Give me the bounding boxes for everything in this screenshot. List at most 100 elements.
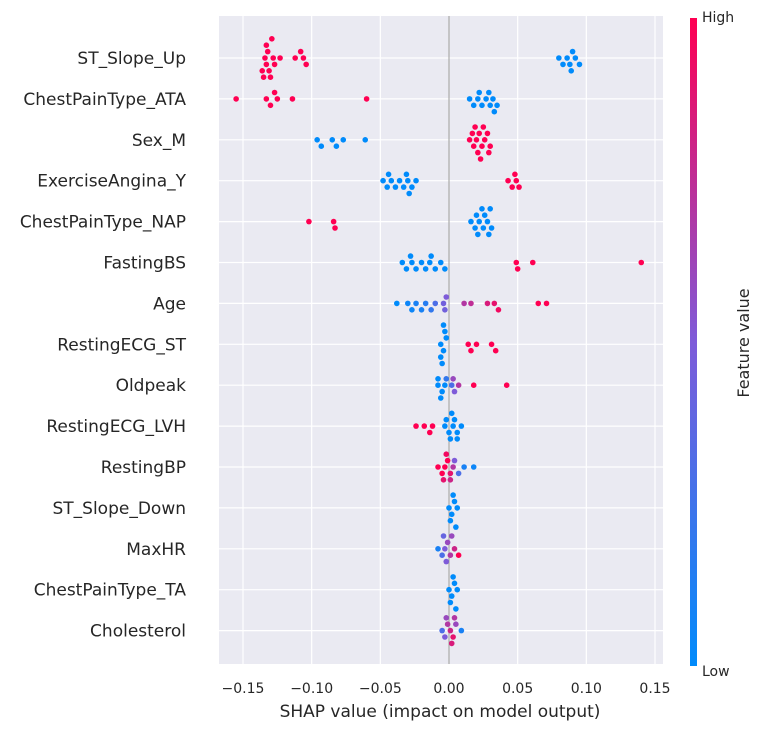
shap-point (443, 416, 450, 423)
shap-point (451, 580, 458, 587)
shap-point (318, 143, 325, 149)
shap-point (484, 300, 491, 307)
shap-point (435, 546, 441, 552)
shap-point (468, 300, 474, 307)
shap-point (451, 388, 458, 395)
shap-point (486, 231, 492, 238)
shap-point (271, 61, 278, 68)
shap-point (448, 410, 455, 417)
shap-point (479, 143, 485, 149)
shap-point (572, 55, 579, 61)
shap-point (453, 524, 459, 530)
shap-point (453, 606, 459, 612)
shap-point (476, 130, 483, 137)
shap-point (447, 477, 454, 483)
shap-point (421, 423, 428, 429)
shap-point (495, 307, 502, 313)
shap-point (435, 382, 441, 389)
shap-point (450, 423, 456, 429)
shap-point (413, 266, 419, 272)
shap-point (466, 137, 473, 143)
feature-label: ChestPainType_TA (34, 581, 187, 601)
x-tick-label: 0.00 (433, 681, 464, 697)
shap-point (422, 266, 429, 272)
shap-point (447, 517, 454, 524)
shap-point (472, 124, 478, 130)
shap-point (405, 300, 411, 307)
shap-point (440, 322, 447, 328)
shap-point (260, 74, 267, 80)
shap-point (444, 539, 451, 546)
feature-label: MaxHR (126, 540, 186, 560)
shap-point (442, 266, 448, 272)
shap-point (470, 464, 477, 470)
shap-point (487, 206, 494, 212)
feature-label: RestingBP (101, 458, 186, 478)
shap-point (274, 96, 281, 102)
shap-point (490, 96, 496, 102)
shap-point (442, 546, 448, 552)
shap-point (442, 307, 448, 313)
shap-point (564, 55, 570, 61)
shap-point (455, 552, 462, 558)
shap-point (465, 341, 472, 348)
shap-point (392, 184, 399, 190)
shap-point (443, 451, 450, 458)
shap-point (479, 206, 485, 212)
shap-point (400, 184, 407, 190)
shap-point (488, 225, 495, 231)
shap-point (446, 505, 452, 511)
shap-point (440, 533, 447, 539)
shap-point (442, 464, 448, 470)
shap-point (535, 300, 542, 307)
shap-point (491, 300, 498, 307)
shap-point (461, 464, 467, 470)
feature-label: ST_Slope_Up (77, 49, 186, 69)
shap-point (455, 470, 462, 477)
shap-point (259, 68, 266, 74)
shap-point (277, 55, 283, 61)
plot-background (219, 16, 663, 664)
shap-point (475, 231, 481, 238)
shap-point (413, 423, 419, 429)
shap-point (363, 96, 370, 102)
shap-point (487, 102, 494, 109)
shap-point (448, 593, 455, 599)
x-tick-label: −0.10 (290, 681, 333, 697)
x-tick-label: 0.10 (571, 681, 602, 697)
shap-point (380, 177, 386, 184)
shap-point (439, 470, 445, 477)
shap-point (475, 149, 481, 156)
feature-label: Cholesterol (90, 622, 186, 642)
shap-point (479, 102, 485, 109)
shap-point (271, 89, 278, 96)
shap-point (406, 190, 412, 197)
shap-point (442, 423, 448, 429)
shap-point (503, 382, 510, 389)
feature-label: FastingBS (103, 254, 186, 274)
shap-point (330, 218, 337, 225)
x-tick-labels: −0.15 −0.10 −0.05 0.00 0.05 0.10 0.15 (222, 681, 671, 697)
shap-point (476, 218, 483, 225)
shap-point (450, 492, 456, 498)
colorbar-high-label: High (702, 10, 734, 26)
shap-point (448, 533, 455, 539)
shap-point (466, 96, 473, 102)
shap-point (340, 137, 347, 143)
shap-point (300, 55, 307, 61)
shap-point (491, 108, 498, 115)
shap-point (443, 335, 450, 341)
shap-point (267, 102, 274, 109)
shap-point (453, 621, 459, 627)
shap-point (443, 615, 450, 621)
feature-label: RestingECG_LVH (46, 417, 186, 437)
shap-point (475, 96, 481, 102)
shap-point (440, 347, 447, 354)
shap-point (454, 436, 461, 442)
shap-point (407, 253, 414, 259)
shap-point (437, 259, 444, 266)
shap-point (440, 477, 447, 483)
shap-point (409, 184, 415, 190)
shap-point (513, 177, 520, 184)
shap-point (560, 61, 566, 68)
